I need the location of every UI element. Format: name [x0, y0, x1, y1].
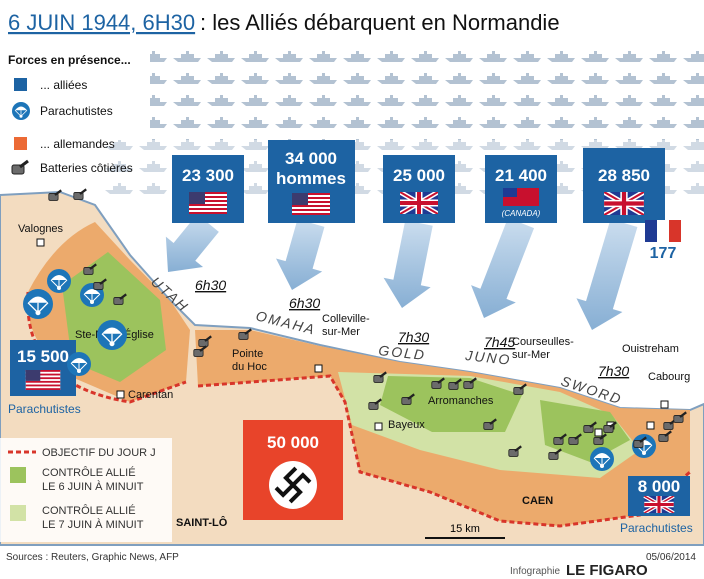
para-west-label: Parachutistes — [8, 402, 81, 416]
force-sword: 28 850 — [598, 166, 650, 185]
legend-batteries: Batteries côtières — [40, 161, 133, 175]
beach-name: JUNO — [464, 347, 513, 368]
brand: LE FIGARO — [566, 562, 648, 579]
flag — [657, 220, 669, 242]
place-marker — [646, 421, 655, 430]
legend: Forces en présence... ... alliées Parach… — [8, 53, 133, 176]
landing-arrow — [383, 220, 433, 308]
sources: Sources : Reuters, Graphic News, AFP — [6, 552, 179, 563]
para-icon — [23, 289, 53, 319]
landing-time: 7h45 — [484, 334, 515, 350]
scale-label: 15 km — [450, 523, 480, 535]
place-name: Courseulles- — [512, 336, 574, 348]
landing-arrow — [576, 218, 638, 330]
para-east-label: Parachutistes — [620, 521, 693, 535]
date: 05/06/2014 — [646, 552, 696, 563]
place-name: du Hoc — [232, 361, 267, 373]
flag — [503, 188, 517, 197]
place-name: sur-Mer — [322, 326, 360, 338]
place-name: Colleville- — [322, 313, 370, 325]
flag — [292, 193, 330, 215]
landing-arrow — [276, 219, 325, 290]
flag — [189, 192, 227, 214]
place-marker — [660, 400, 669, 409]
flag — [669, 220, 681, 242]
place-name: sur-Mer — [512, 349, 550, 361]
flag — [645, 220, 657, 242]
allied-swatch — [14, 78, 27, 91]
place-marker — [36, 238, 45, 247]
beach-name: GOLD — [378, 342, 427, 363]
place-name: Cabourg — [648, 371, 690, 383]
landing-time: 6h30 — [289, 295, 320, 311]
para-west: 15 500 — [17, 347, 69, 366]
fleet — [150, 40, 704, 140]
forces: 23 300 34 000 hommes 25 000 21 400 (CANA… — [8, 140, 693, 535]
place-name: Pointe — [232, 348, 263, 360]
landing-time: 6h30 — [195, 277, 226, 293]
land — [0, 190, 704, 546]
place-marker — [314, 364, 323, 373]
para-icon — [47, 269, 71, 293]
force-juno: 21 400 — [495, 166, 547, 185]
flag — [400, 192, 438, 214]
force-france: 177 — [650, 245, 677, 262]
place-name: SAINT-LÔ — [176, 516, 228, 529]
credit: Infographie — [510, 566, 560, 577]
german-swatch — [14, 137, 27, 150]
legend-control6: LE 6 JUIN À MINUIT — [42, 480, 144, 493]
legend-control6: CONTRÔLE ALLIÉ — [42, 466, 136, 479]
flag — [644, 496, 673, 513]
landing-time: 7h30 — [398, 329, 429, 345]
force-omaha-unit: hommes — [276, 169, 346, 188]
place-marker — [594, 428, 603, 437]
para-icon — [12, 102, 30, 120]
landing-arrow — [165, 214, 219, 272]
place-name: Valognes — [18, 223, 64, 235]
para-east: 8 000 — [638, 477, 681, 496]
force-gold: 25 000 — [393, 166, 445, 185]
force-german: 50 000 — [267, 433, 319, 452]
flag — [25, 370, 61, 390]
force-utah: 23 300 — [182, 166, 234, 185]
legend-control7: LE 7 JUIN À MINUIT — [42, 518, 144, 531]
legend-para: Parachutistes — [40, 104, 113, 118]
place-name: Carentan — [128, 389, 173, 401]
place-name: Bayeux — [388, 419, 425, 431]
legend-control7: CONTRÔLE ALLIÉ — [42, 504, 136, 517]
place-marker — [374, 422, 383, 431]
place-name: CAEN — [522, 495, 553, 507]
landing-arrow — [471, 217, 535, 318]
title: : les Alliés débarquent en Normandie — [200, 10, 560, 35]
place-marker — [116, 390, 125, 399]
para-icon — [97, 320, 127, 350]
legend-allied: ... alliées — [40, 78, 87, 92]
place-name: Ouistreham — [622, 343, 679, 355]
title-date: 6 JUIN 1944, 6H30 — [8, 10, 195, 35]
german-emblem — [274, 466, 312, 504]
place-name: Arromanches — [428, 395, 494, 407]
force-omaha: 34 000 — [285, 149, 337, 168]
legend-objective: OBJECTIF DU JOUR J — [42, 447, 156, 459]
legend-heading: Forces en présence... — [8, 53, 131, 67]
landing-time: 7h30 — [598, 363, 629, 379]
para-icon — [67, 352, 91, 376]
legend-german: ... allemandes — [40, 137, 115, 151]
flag — [604, 192, 644, 215]
map-legend: OBJECTIF DU JOUR J CONTRÔLE ALLIÉ LE 6 J… — [0, 438, 172, 542]
landing-arrows — [165, 214, 638, 330]
para-icon — [590, 447, 614, 471]
force-juno-country: (CANADA) — [502, 209, 541, 218]
